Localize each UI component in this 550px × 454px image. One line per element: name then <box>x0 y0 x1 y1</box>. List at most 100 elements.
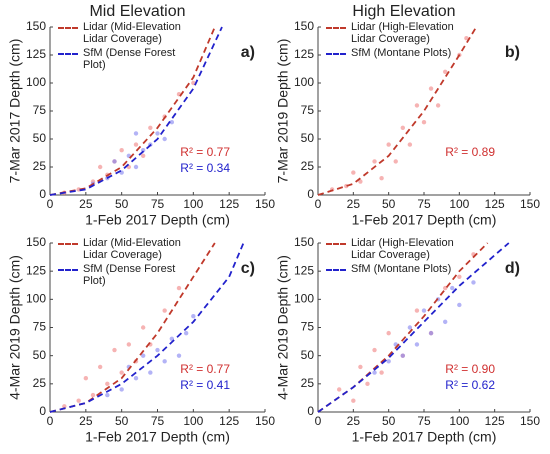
point <box>358 364 363 370</box>
legend-swatch <box>326 269 346 271</box>
legend-box: Lidar (High-Elevation Lidar Coverage) SfM… <box>326 21 466 59</box>
point <box>97 364 103 370</box>
legend-box: Lidar (High-Elevation Lidar Coverage) SfM… <box>326 237 466 275</box>
point <box>351 398 356 403</box>
legend-text: Lidar (Mid-Elevation Lidar Coverage) <box>83 237 181 261</box>
point <box>148 125 153 130</box>
y-tick-label: 75 <box>301 320 315 334</box>
x-tick-label: 100 <box>183 197 203 211</box>
y-tick-label: 150 <box>26 235 46 249</box>
point <box>358 179 363 184</box>
y-tick-label: 125 <box>294 47 314 61</box>
x-tick-label: 75 <box>151 197 165 211</box>
legend-text: SfM (Dense Forest Plot) <box>83 47 176 71</box>
y-tick-label: 125 <box>26 263 46 277</box>
x-tick-label: 150 <box>520 197 540 211</box>
point <box>183 330 189 336</box>
legend-entry: Lidar (High-Elevation Lidar Coverage) <box>326 21 466 45</box>
point <box>62 404 67 409</box>
legend-text: Lidar (High-Elevation Lidar Coverage) <box>351 21 454 45</box>
point <box>421 308 427 313</box>
legend-text: Lidar (High-Elevation Lidar Coverage) <box>351 237 454 261</box>
x-tick-label: 25 <box>79 414 93 428</box>
x-tick-label: 0 <box>47 197 54 211</box>
y-tick-label: 100 <box>26 292 46 306</box>
x-tick-label: 25 <box>347 197 361 211</box>
x-tick-label: 125 <box>219 414 239 428</box>
x-tick-label: 100 <box>449 197 469 211</box>
point <box>386 142 391 147</box>
y-tick-label: 100 <box>294 292 314 306</box>
point <box>414 342 420 347</box>
legend: Lidar (High-Elevation Lidar Coverage) SfM… <box>326 237 466 275</box>
y-tick-label: 50 <box>301 348 315 362</box>
point <box>176 285 182 291</box>
r-squared: R² = 0.90 <box>445 362 495 376</box>
y-axis-label: 7-Mar 2019 Depth (cm) <box>275 39 291 184</box>
point <box>372 159 377 164</box>
point <box>421 120 427 125</box>
point <box>428 330 434 336</box>
fit-line <box>317 242 510 413</box>
x-axis-label: 1-Feb 2017 Depth (cm) <box>85 429 230 445</box>
x-tick-label: 100 <box>183 414 203 428</box>
point <box>414 308 420 313</box>
y-axis-label: 4-Mar 2019 Depth (cm) <box>275 255 291 400</box>
legend: Lidar (Mid-Elevation Lidar Coverage)SfM … <box>58 21 198 71</box>
y-tick-label: 150 <box>294 235 314 249</box>
legend-swatch <box>326 243 346 245</box>
point <box>379 176 384 181</box>
point <box>162 136 167 142</box>
point <box>407 142 413 147</box>
point <box>155 131 160 136</box>
legend-swatch <box>58 243 78 245</box>
point <box>162 308 167 313</box>
point <box>112 159 117 164</box>
point <box>464 36 469 41</box>
y-tick-label: 0 <box>39 187 46 201</box>
point <box>386 359 391 364</box>
legend-box: Lidar (Mid-Elevation Lidar Coverage) SfM … <box>58 21 198 71</box>
y-tick-label: 150 <box>26 19 46 33</box>
y-tick-label: 50 <box>33 131 47 145</box>
x-axis-label: 1-Feb 2017 Depth (cm) <box>352 429 497 445</box>
point <box>191 80 196 86</box>
legend-swatch <box>58 269 78 271</box>
point <box>176 353 182 358</box>
point <box>133 376 139 381</box>
point <box>414 103 420 108</box>
point <box>407 325 413 330</box>
point <box>126 342 132 347</box>
y-tick-label: 50 <box>301 131 315 145</box>
x-tick-label: 75 <box>417 414 431 428</box>
point <box>337 387 342 392</box>
point <box>97 164 103 170</box>
point <box>119 387 124 392</box>
point <box>191 314 196 319</box>
point <box>76 398 81 403</box>
x-tick-label: 25 <box>79 197 93 211</box>
y-tick-label: 75 <box>33 320 47 334</box>
y-tick-label: 0 <box>307 187 314 201</box>
x-tick-label: 125 <box>485 414 505 428</box>
y-tick-label: 25 <box>301 159 315 173</box>
point <box>443 319 448 325</box>
legend-text: SfM (Montane Plots) <box>351 263 452 275</box>
legend-entry: Lidar (Mid-Elevation Lidar Coverage) <box>58 237 198 261</box>
point <box>457 302 462 308</box>
x-tick-label: 125 <box>219 197 239 211</box>
point <box>372 347 377 353</box>
x-tick-label: 0 <box>315 197 322 211</box>
point <box>435 103 441 108</box>
fit-line <box>49 26 216 196</box>
y-tick-label: 0 <box>307 404 314 418</box>
legend-text: SfM (Montane Plots) <box>351 47 452 59</box>
point <box>133 131 139 136</box>
point <box>393 159 398 164</box>
legend-swatch <box>326 27 346 29</box>
x-tick-label: 150 <box>255 197 275 211</box>
x-tick-label: 0 <box>47 414 54 428</box>
legend-entry: SfM (Montane Plots) <box>326 263 466 275</box>
y-tick-label: 50 <box>33 348 47 362</box>
panel-title: High Elevation <box>352 3 455 20</box>
